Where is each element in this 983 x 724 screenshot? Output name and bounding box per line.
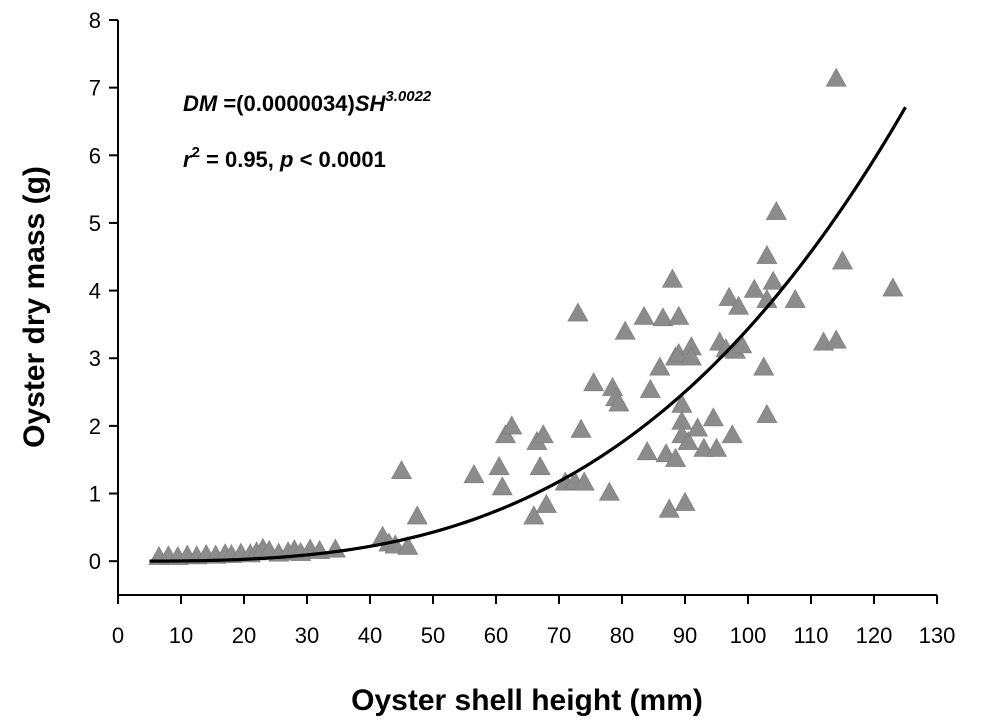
y-tick-label: 0	[89, 549, 101, 574]
data-point	[831, 250, 854, 270]
data-point	[753, 356, 775, 376]
stats-annotation: r2 = 0.95, p < 0.0001	[183, 144, 386, 172]
data-point	[598, 481, 620, 501]
y-tick-label: 7	[89, 76, 101, 101]
data-point	[731, 334, 753, 354]
x-axis-title: Oyster shell height (mm)	[351, 684, 703, 717]
x-tick-label: 80	[610, 623, 634, 648]
data-point	[661, 268, 683, 288]
data-point	[532, 424, 554, 444]
stats-r-exponent: 2	[192, 144, 200, 161]
data-point	[756, 403, 778, 423]
y-tick-label: 2	[89, 414, 101, 439]
y-tick-label: 3	[89, 346, 101, 371]
y-tick-label: 8	[89, 8, 101, 33]
x-tick-label: 120	[856, 623, 893, 648]
data-point	[633, 305, 655, 325]
data-point	[397, 535, 419, 555]
equation-var: SH	[355, 91, 387, 116]
x-tick-label: 90	[673, 623, 697, 648]
data-point	[882, 277, 904, 297]
data-point	[668, 305, 690, 325]
data-points	[148, 67, 904, 565]
data-point	[825, 329, 847, 349]
data-point	[573, 471, 595, 491]
stats-r: r	[183, 147, 193, 172]
data-point	[743, 278, 765, 298]
y-axis-title: Oyster dry mass (g)	[18, 166, 51, 448]
data-point	[636, 441, 658, 461]
equation-exponent: 3.0022	[385, 88, 432, 105]
equation-annotation: DM =(0.0000034)SH3.0022	[183, 88, 432, 116]
data-point	[639, 378, 661, 398]
stats-p: p	[279, 147, 293, 172]
data-point	[488, 456, 510, 475]
data-point	[614, 320, 636, 340]
data-point	[384, 534, 406, 554]
x-tick-label: 40	[358, 623, 382, 648]
data-point	[687, 417, 709, 437]
data-point	[728, 295, 750, 315]
data-point	[406, 505, 428, 525]
data-point	[583, 372, 605, 392]
x-tick-label: 100	[730, 623, 767, 648]
data-point	[567, 302, 589, 322]
data-point	[665, 447, 687, 467]
data-point	[652, 307, 674, 327]
stats-r-rest: = 0.95,	[200, 147, 280, 172]
data-point	[463, 464, 485, 484]
y-tick-label: 4	[89, 279, 101, 304]
x-tick-label: 0	[112, 623, 124, 648]
x-tick-label: 20	[232, 623, 256, 648]
equation-mid: =(0.0000034)	[217, 91, 355, 116]
data-point	[762, 270, 784, 290]
data-point	[529, 456, 551, 475]
data-point	[671, 393, 693, 413]
data-point	[718, 286, 740, 306]
data-point	[702, 407, 724, 427]
data-point	[677, 431, 699, 450]
data-point	[825, 67, 847, 87]
data-point	[680, 346, 702, 366]
x-tick-label: 30	[295, 623, 319, 648]
data-point	[756, 244, 778, 264]
x-tick-label: 60	[484, 623, 508, 648]
x-tick-label: 110	[793, 623, 828, 648]
x-ticks: 0 10 20 30 40 50 60 70 80 90 100 110 120 130	[112, 595, 955, 648]
data-point	[491, 476, 513, 496]
y-tick-label: 5	[89, 211, 101, 236]
data-point	[784, 288, 806, 308]
data-point	[705, 437, 728, 457]
x-tick-label: 50	[421, 623, 445, 648]
data-point	[570, 418, 592, 438]
data-point	[523, 505, 545, 525]
y-tick-label: 6	[89, 143, 101, 168]
y-tick-label: 1	[89, 482, 101, 507]
data-point	[765, 201, 787, 220]
x-tick-label: 130	[919, 623, 956, 648]
data-point	[535, 493, 557, 513]
equation-lhs: DM	[183, 91, 218, 116]
data-point	[390, 460, 413, 480]
data-point	[674, 491, 696, 511]
data-point	[324, 538, 346, 558]
stats-p-rest: < 0.0001	[293, 147, 385, 172]
data-point	[501, 415, 523, 435]
axes	[117, 20, 937, 596]
data-point	[658, 498, 680, 518]
fit-curve	[149, 106, 907, 563]
x-tick-label: 70	[547, 623, 571, 648]
y-ticks: 0 1 2 3 4 5 6 7 8	[89, 8, 118, 574]
data-point	[608, 392, 630, 412]
data-point	[649, 356, 671, 376]
data-point	[721, 424, 743, 444]
x-tick-label: 10	[169, 623, 193, 648]
